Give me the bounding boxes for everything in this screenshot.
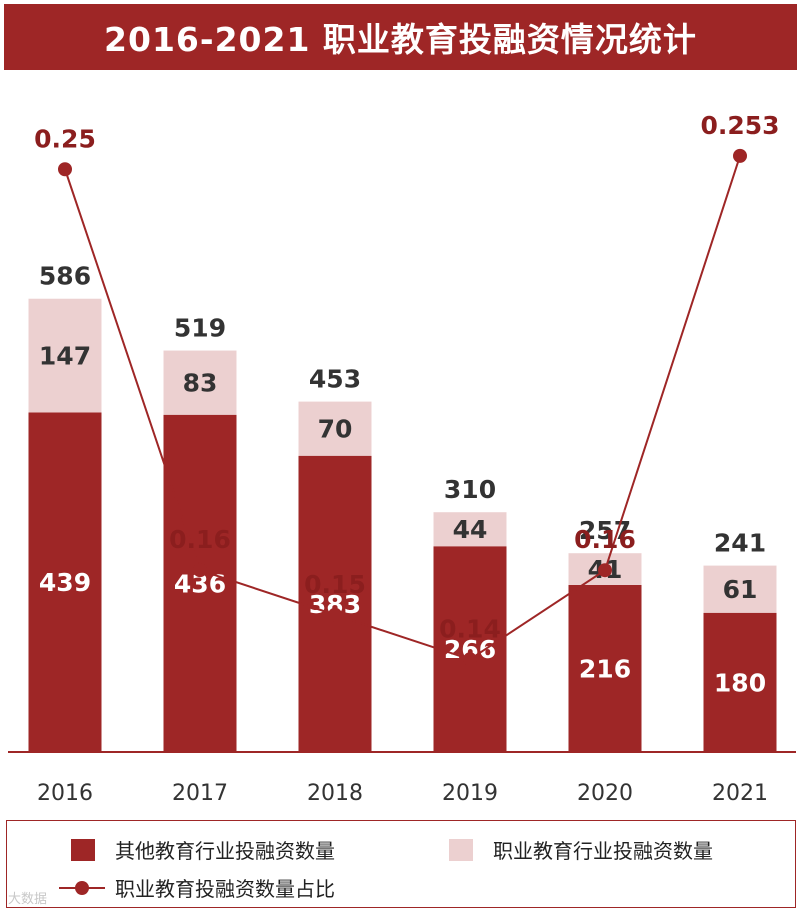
bar-other-2018 xyxy=(298,455,372,752)
ratio-label-2016: 0.25 xyxy=(34,124,96,153)
bar-other-2021 xyxy=(703,612,777,752)
ratio-line xyxy=(64,155,741,661)
data-label-total-2016: 586 xyxy=(39,262,91,291)
legend-label-ratio: 职业教育投融资数量占比 xyxy=(115,877,335,901)
legend-item-vocational: 职业教育行业投融资数量 xyxy=(449,835,713,864)
ratio-label-2020: 0.16 xyxy=(574,525,636,554)
x-tick-label-2017: 2017 xyxy=(172,781,228,806)
legend-label-other: 其他教育行业投融资数量 xyxy=(115,839,335,863)
data-label-vocational-2017: 83 xyxy=(183,369,218,398)
legend-label-vocational: 职业教育行业投融资数量 xyxy=(493,839,713,863)
legend-swatch-vocational xyxy=(449,838,473,861)
bar-vocational-2016 xyxy=(28,298,102,413)
legend-item-other: 其他教育行业投融资数量 xyxy=(71,835,335,864)
data-label-total-2017: 519 xyxy=(174,314,226,343)
ratio-point-2018 xyxy=(328,607,342,622)
legend: 其他教育行业投融资数量 职业教育行业投融资数量 职业教育投融资数量占比 xyxy=(6,820,796,908)
bar-vocational-2017 xyxy=(163,350,237,415)
data-label-total-2021: 241 xyxy=(714,529,766,558)
bar-other-2020 xyxy=(568,584,642,752)
ratio-point-2021 xyxy=(733,148,747,163)
bar-other-2019 xyxy=(433,546,507,752)
data-label-total-2019: 310 xyxy=(444,475,496,504)
ratio-point-2016 xyxy=(58,162,72,177)
data-label-vocational-2019: 44 xyxy=(453,515,488,544)
data-label-other-2016: 439 xyxy=(39,568,91,597)
ratio-label-2019: 0.14 xyxy=(439,614,501,643)
x-tick-label-2019: 2019 xyxy=(442,781,498,806)
data-label-total-2020: 257 xyxy=(579,516,631,545)
data-label-vocational-2021: 61 xyxy=(723,575,758,604)
ratio-label-2017: 0.16 xyxy=(169,525,231,554)
data-label-vocational-2016: 147 xyxy=(39,342,91,371)
x-tick-label-2020: 2020 xyxy=(577,781,633,806)
x-tick-label-2021: 2021 xyxy=(712,781,768,806)
legend-line-marker-icon xyxy=(59,877,105,899)
bar-other-2017 xyxy=(163,414,237,752)
data-label-other-2021: 180 xyxy=(714,668,766,697)
data-label-vocational-2018: 70 xyxy=(318,415,353,444)
ratio-label-2018: 0.15 xyxy=(304,570,366,599)
legend-item-ratio: 职业教育投融资数量占比 xyxy=(59,873,335,902)
legend-swatch-other xyxy=(71,838,95,861)
x-tick-label-2018: 2018 xyxy=(307,781,363,806)
data-label-total-2018: 453 xyxy=(309,365,361,394)
x-tick-label-2016: 2016 xyxy=(37,781,93,806)
ratio-point-2020 xyxy=(598,563,612,578)
title-bar: 2016-2021 职业教育投融资情况统计 xyxy=(4,4,797,70)
ratio-point-2019 xyxy=(463,652,477,667)
bar-vocational-2021 xyxy=(703,565,777,613)
bar-other-2016 xyxy=(28,412,102,752)
data-label-other-2020: 216 xyxy=(579,654,631,683)
ratio-label-2021: 0.253 xyxy=(700,111,779,140)
bar-vocational-2019 xyxy=(433,512,507,547)
ratio-point-2017 xyxy=(193,563,207,578)
chart-title: 2016-2021 职业教育投融资情况统计 xyxy=(104,20,697,59)
bar-vocational-2018 xyxy=(298,401,372,456)
watermark: 大数据 xyxy=(8,892,48,907)
